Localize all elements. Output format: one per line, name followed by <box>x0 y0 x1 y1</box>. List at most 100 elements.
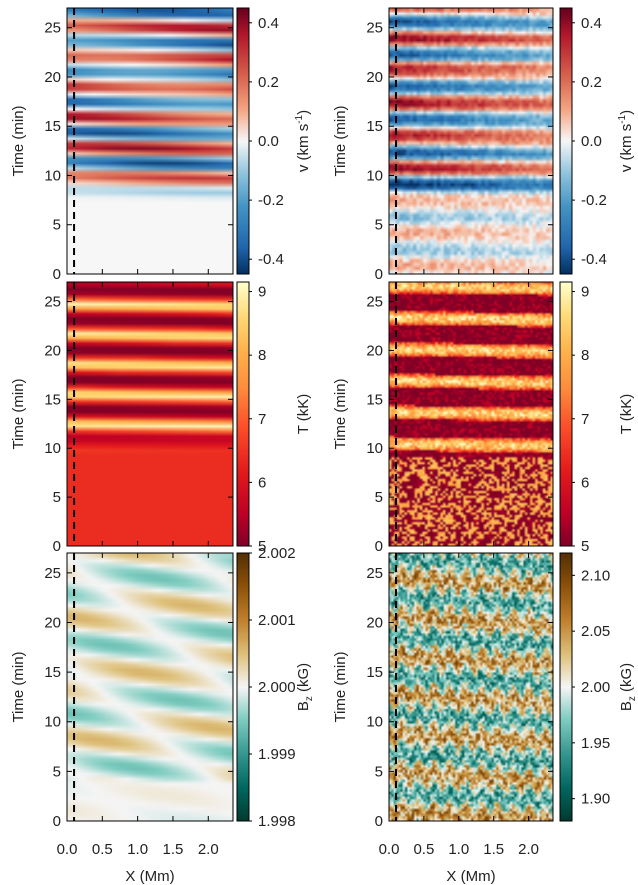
x-tick-label: 1.5 <box>483 841 504 858</box>
y-axis-label: Time (min) <box>10 378 27 449</box>
y-tick-label: 0 <box>375 266 383 283</box>
x-tick-label: 1.5 <box>163 841 184 858</box>
y-tick-label: 10 <box>44 714 61 731</box>
plot-frame <box>66 552 234 822</box>
colorbar-tick-label: 2.000 <box>258 679 296 696</box>
y-tick-label: 5 <box>375 217 383 234</box>
y-axis-label: Time (min) <box>332 378 349 449</box>
colorbar <box>237 282 249 546</box>
colorbar-tick-label: 2.10 <box>581 567 610 584</box>
y-tick-label: 10 <box>366 440 383 457</box>
colorbar-tick-label: -0.4 <box>258 251 284 268</box>
panel-simulation-velocity: 0 5 10 15 20 25 Time (min) 0.4 0.2 0.0 -0.2 -0.4 v (… <box>10 7 312 283</box>
colorbar-tick-label: 0.2 <box>258 74 279 91</box>
colorbar-tick-label: 0.2 <box>581 74 602 91</box>
colorbar-tick-label: 8 <box>581 347 589 364</box>
colorbar-tick-label: 1.95 <box>581 735 610 752</box>
y-axis-label: Time (min) <box>332 105 349 176</box>
colorbar-tick-label: 1.998 <box>258 813 296 830</box>
y-tick-label: 15 <box>366 664 383 681</box>
colorbar-label: T (kK) <box>618 394 635 435</box>
y-tick-label: 0 <box>375 813 383 830</box>
colorbar-tick-label: 7 <box>581 411 589 428</box>
colorbar-tick-label: 2.002 <box>258 545 296 562</box>
y-tick-label: 20 <box>44 342 61 359</box>
y-tick-label: 25 <box>44 20 61 37</box>
x-tick-label: 1.0 <box>448 841 469 858</box>
x-tick-label: 0.0 <box>379 841 400 858</box>
y-tick-label: 20 <box>44 69 61 86</box>
heatmap-image <box>67 282 233 546</box>
colorbar <box>560 553 572 821</box>
y-tick-label: 15 <box>44 118 61 135</box>
x-tick-label: 2.0 <box>518 841 539 858</box>
heatmap-image <box>67 8 233 274</box>
y-tick-label: 0 <box>53 266 61 283</box>
colorbar-tick-label: 9 <box>258 284 266 301</box>
x-tick-label: 1.0 <box>127 841 148 858</box>
colorbar <box>237 8 249 274</box>
colorbar-tick-label: 5 <box>581 538 589 555</box>
colorbar-label: Bz (kG) <box>295 663 315 711</box>
panel-observation-magnetic-field: 0 5 10 15 20 25 Time (min) 0.0 0.5 1.0 1.5 2.0 X (Mm… <box>332 552 638 885</box>
x-tick-label: 0.5 <box>92 841 113 858</box>
colorbar-tick-label: -0.2 <box>258 192 284 209</box>
x-axis-label: X (Mm) <box>446 868 495 885</box>
colorbar-tick-label: 0.4 <box>258 15 279 32</box>
colorbar-frame <box>236 281 250 547</box>
panel-simulation-magnetic-field: 0 5 10 15 20 25 Time (min) 0.0 0.5 1.0 1.5 2.0 X (Mm… <box>10 545 315 885</box>
y-tick-label: 20 <box>366 614 383 631</box>
y-tick-label: 5 <box>375 489 383 506</box>
x-tick-label: 2.0 <box>198 841 219 858</box>
y-tick-label: 25 <box>366 565 383 582</box>
y-tick-label: 15 <box>44 664 61 681</box>
colorbar <box>560 8 572 274</box>
y-tick-label: 25 <box>366 294 383 311</box>
panel-simulation-temperature: 0 5 10 15 20 25 Time (min) 9 8 7 6 5 T (kK) <box>10 281 312 555</box>
plot-frame <box>388 7 554 275</box>
y-tick-label: 0 <box>53 813 61 830</box>
plot-frame <box>388 552 554 822</box>
y-tick-label: 20 <box>366 69 383 86</box>
y-tick-label: 10 <box>366 714 383 731</box>
colorbar-tick-label: -0.2 <box>581 192 607 209</box>
colorbar-tick-label: -0.4 <box>581 251 607 268</box>
colorbar-tick-label: 1.90 <box>581 791 610 808</box>
heatmap-image <box>389 553 553 821</box>
y-tick-label: 0 <box>375 538 383 555</box>
heatmap-image <box>389 8 553 274</box>
colorbar-tick-label: 1.999 <box>258 746 296 763</box>
y-tick-label: 5 <box>375 763 383 780</box>
y-axis-label: Time (min) <box>10 105 27 176</box>
x-axis-label: X (Mm) <box>125 868 174 885</box>
y-tick-label: 15 <box>366 118 383 135</box>
y-tick-label: 15 <box>44 391 61 408</box>
y-tick-label: 25 <box>44 294 61 311</box>
x-tick-label: 0.5 <box>413 841 434 858</box>
plot-frame <box>388 281 554 547</box>
colorbar-tick-label: 0.0 <box>258 133 279 150</box>
colorbar-label: v (km s-1) <box>294 110 312 172</box>
y-tick-label: 20 <box>44 614 61 631</box>
colorbar <box>237 553 249 821</box>
colorbar-tick-label: 5 <box>258 538 266 555</box>
colorbar-label: Bz (kG) <box>618 663 638 711</box>
colorbar-tick-label: 6 <box>258 474 266 491</box>
y-tick-label: 5 <box>53 217 61 234</box>
panel-observation-temperature: 0 5 10 15 20 25 Time (min) 9 8 7 6 5 T (kK) <box>332 281 635 555</box>
colorbar-tick-label: 2.001 <box>258 612 296 629</box>
colorbar-tick-label: 2.05 <box>581 623 610 640</box>
colorbar-label: v (km s-1) <box>617 110 635 172</box>
colorbar-tick-label: 9 <box>581 284 589 301</box>
y-tick-label: 5 <box>53 763 61 780</box>
plot-frame <box>66 281 234 547</box>
plot-frame <box>66 7 234 275</box>
heatmap-image <box>389 282 553 546</box>
y-tick-label: 10 <box>44 167 61 184</box>
y-tick-label: 5 <box>53 489 61 506</box>
colorbar-tick-label: 0.0 <box>581 133 602 150</box>
colorbar-tick-label: 7 <box>258 411 266 428</box>
colorbar <box>560 282 572 546</box>
colorbar-frame <box>559 281 573 547</box>
